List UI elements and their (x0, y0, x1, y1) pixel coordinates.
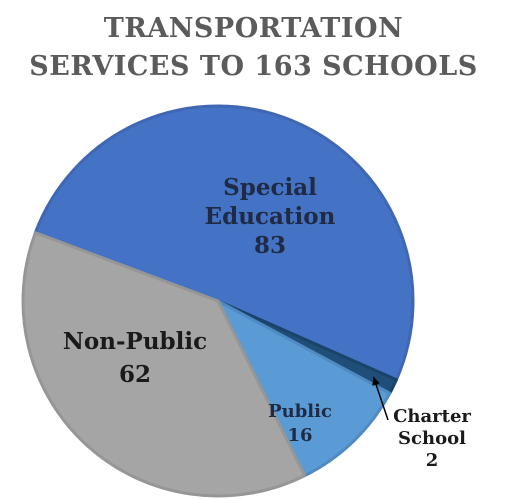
slice-label-text-3-0: Non-Public (63, 328, 207, 355)
slice-label-text-1-0: Charter (393, 406, 471, 427)
slice-value-1: 2 (426, 450, 439, 471)
slice-label-3: Non-Public 62 (63, 328, 207, 388)
pie-slice-0 (33, 104, 415, 382)
slice-value-2: 16 (287, 425, 312, 446)
slice-value-0: 83 (254, 232, 286, 259)
slice-label-text-2-0: Public (268, 401, 332, 422)
pie-slice-3 (21, 231, 307, 498)
slice-value-3: 62 (119, 361, 151, 388)
slice-label-2: Public 16 (268, 401, 332, 446)
pie-slice-2 (216, 299, 392, 478)
leader-arrowhead (372, 376, 380, 386)
slice-label-text-1-1: School (398, 428, 466, 449)
chart-title-line-2: SERVICES TO 163 SCHOOLS (29, 51, 478, 82)
chart-title-line-1: TRANSPORTATION (103, 13, 404, 44)
chart-title: TRANSPORTATION SERVICES TO 163 SCHOOLS (0, 10, 507, 86)
slice-label-text-0-0: Special (223, 174, 317, 201)
slice-label-text-0-1: Education (205, 203, 336, 230)
